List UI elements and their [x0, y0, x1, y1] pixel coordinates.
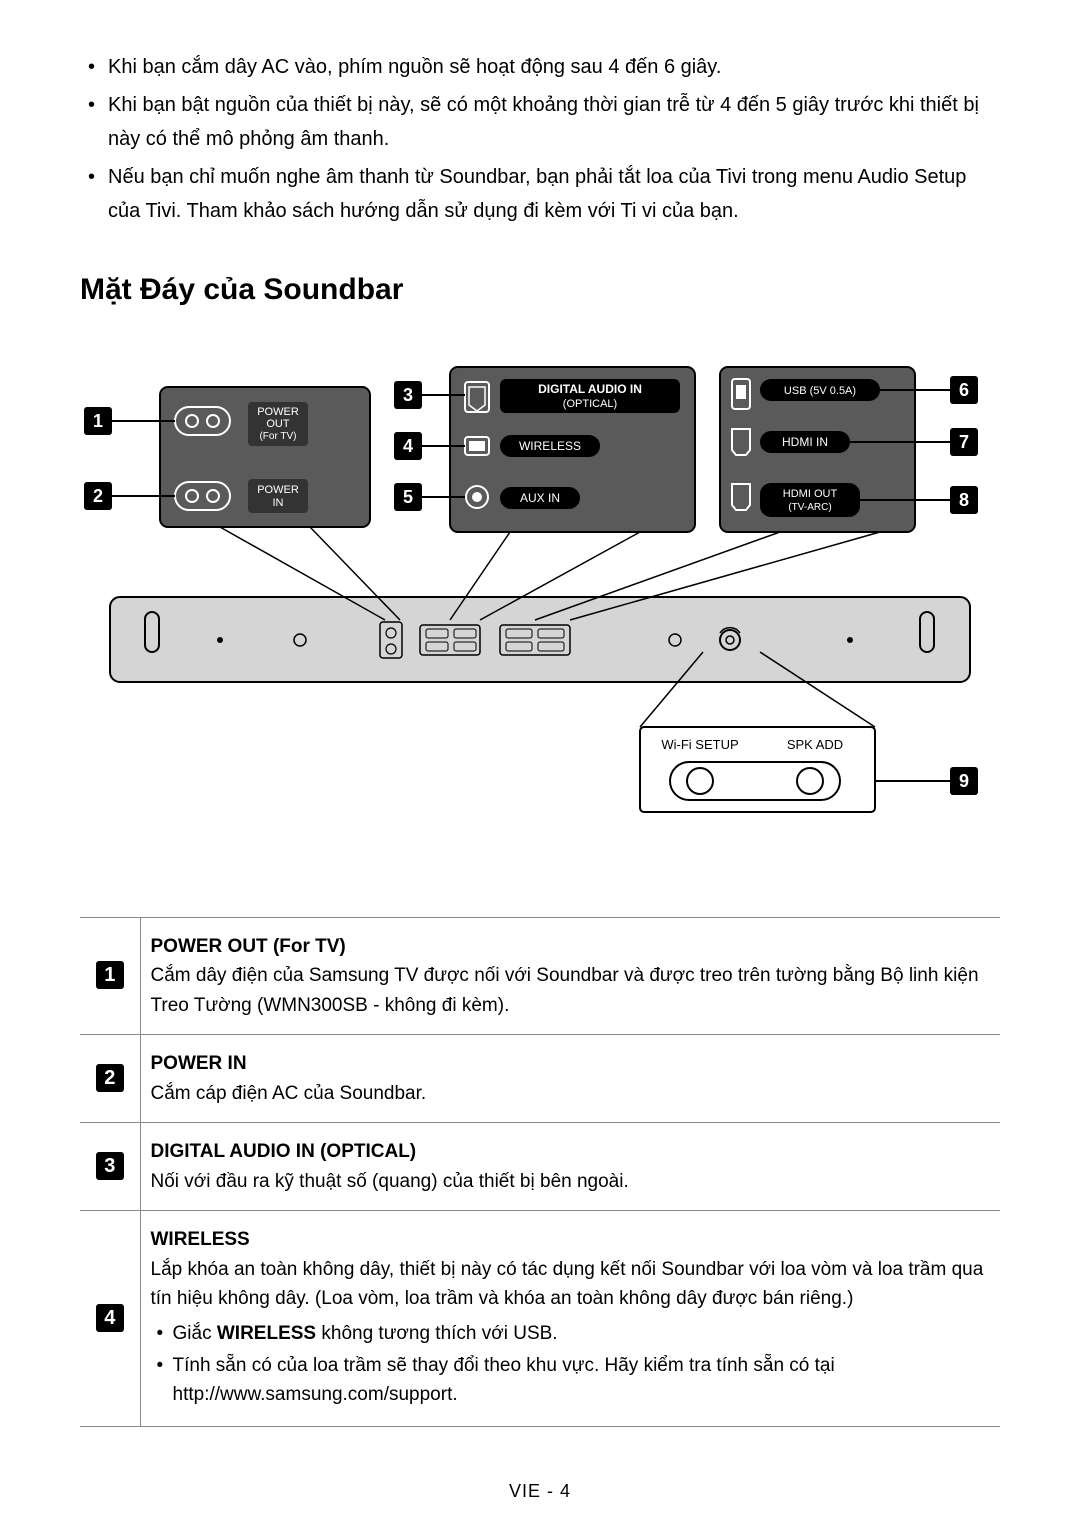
intro-bullet: Nếu bạn chỉ muốn nghe âm thanh từ Soundb… [80, 160, 1000, 228]
aux-in-label: AUX IN [520, 491, 560, 505]
diagram-svg: POWER OUT (For TV) POWER IN DIGITAL AUDI… [80, 337, 1000, 867]
callout-6: 6 [959, 380, 969, 400]
port-description-table: 1 POWER OUT (For TV) Cắm dây điện của Sa… [80, 917, 1000, 1427]
svg-text:(OPTICAL): (OPTICAL) [563, 398, 617, 410]
row-number-badge: 4 [96, 1304, 124, 1332]
callout-2: 2 [93, 486, 103, 506]
row-title: POWER OUT (For TV) [151, 932, 991, 961]
svg-text:OUT: OUT [266, 418, 290, 430]
table-row: 1 POWER OUT (For TV) Cắm dây điện của Sa… [80, 918, 1000, 1035]
row-body: Nối với đầu ra kỹ thuật số (quang) của t… [151, 1167, 991, 1196]
row-title: WIRELESS [151, 1225, 991, 1254]
svg-text:(For TV): (For TV) [259, 431, 296, 442]
svg-text:Wi-Fi SETUP: Wi-Fi SETUP [661, 737, 738, 752]
hdmi-out-label: HDMI OUT [783, 488, 838, 500]
callout-8: 8 [959, 490, 969, 510]
hdmi-in-label: HDMI IN [782, 435, 828, 449]
svg-text:SPK ADD: SPK ADD [787, 737, 843, 752]
row-sub-item: Tính sẵn có của loa trầm sẽ thay đổi the… [151, 1351, 991, 1410]
callout-9: 9 [959, 771, 969, 791]
intro-bullet: Khi bạn cắm dây AC vào, phím nguồn sẽ ho… [80, 50, 1000, 84]
right-panel: USB (5V 0.5A) HDMI IN HDMI OUT (TV-ARC) [720, 367, 915, 532]
table-row: 3 DIGITAL AUDIO IN (OPTICAL) Nối với đầu… [80, 1123, 1000, 1211]
callout-5: 5 [403, 487, 413, 507]
row-body: Cắm dây điện của Samsung TV được nối với… [151, 961, 991, 1020]
middle-panel: DIGITAL AUDIO IN (OPTICAL) WIRELESS AUX … [450, 367, 695, 532]
callout-3: 3 [403, 385, 413, 405]
row-body: Cắm cáp điện AC của Soundbar. [151, 1079, 991, 1108]
callout-4: 4 [403, 436, 413, 456]
left-panel: POWER OUT (For TV) POWER IN [160, 387, 370, 527]
usb-label: USB (5V 0.5A) [784, 385, 856, 397]
svg-text:IN: IN [273, 497, 284, 509]
callout-7: 7 [959, 432, 969, 452]
row-number-badge: 1 [96, 961, 124, 989]
row-sublist: Giắc WIRELESS không tương thích với USB.… [151, 1319, 991, 1409]
table-row: 2 POWER IN Cắm cáp điện AC của Soundbar. [80, 1035, 1000, 1123]
power-out-label: POWER [257, 406, 299, 418]
soundbar-bottom-diagram: POWER OUT (For TV) POWER IN DIGITAL AUDI… [80, 337, 1000, 867]
wireless-label: WIRELESS [519, 439, 581, 453]
row-title: POWER IN [151, 1049, 991, 1078]
row-title: DIGITAL AUDIO IN (OPTICAL) [151, 1137, 991, 1166]
row-number-badge: 3 [96, 1152, 124, 1180]
callout-1: 1 [93, 411, 103, 431]
row-body: Lắp khóa an toàn không dây, thiết bị này… [151, 1255, 991, 1314]
table-row: 4 WIRELESS Lắp khóa an toàn không dây, t… [80, 1211, 1000, 1427]
row-sub-item: Giắc WIRELESS không tương thích với USB. [151, 1319, 991, 1348]
soundbar-body [110, 597, 970, 682]
intro-bullet-list: Khi bạn cắm dây AC vào, phím nguồn sẽ ho… [80, 50, 1000, 228]
section-heading: Mặt Đáy của Soundbar [80, 273, 1000, 307]
svg-text:(TV-ARC): (TV-ARC) [788, 502, 831, 513]
power-in-label: POWER [257, 484, 299, 496]
row-number-badge: 2 [96, 1064, 124, 1092]
digital-audio-label: DIGITAL AUDIO IN [538, 382, 642, 396]
page-footer: VIE - 4 [0, 1481, 1080, 1502]
intro-bullet: Khi bạn bật nguồn của thiết bị này, sẽ c… [80, 88, 1000, 156]
